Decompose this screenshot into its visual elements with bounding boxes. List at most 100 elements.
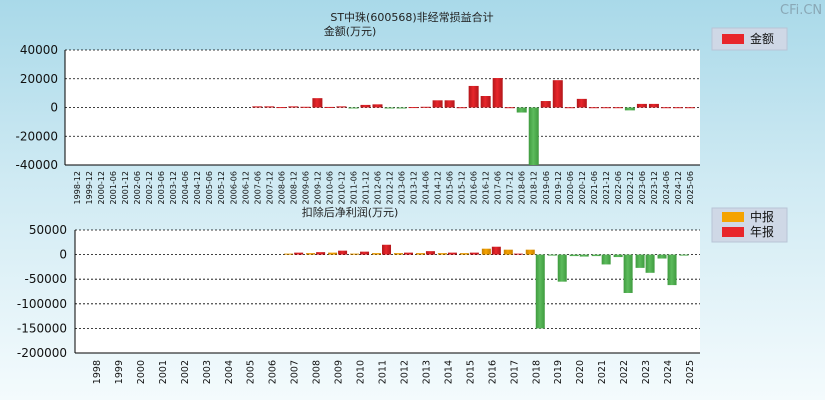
chart1-bar <box>444 100 455 108</box>
chart2-xtick-label: 2010 <box>356 360 367 384</box>
chart2-bar-interim <box>569 254 579 257</box>
chart1-bar <box>324 106 335 108</box>
chart1-bar <box>396 107 407 109</box>
chart1-bar <box>552 80 563 108</box>
chart2-bar-interim <box>306 253 316 255</box>
chart1-ytick-label: 0 <box>50 101 58 115</box>
chart1-xtick-label: 2006-06 <box>229 171 238 204</box>
chart2-bar-interim <box>503 249 513 255</box>
chart2-xtick-label: 2017 <box>509 360 520 384</box>
chart1-bar <box>672 107 683 109</box>
chart2-bar-annual <box>447 252 457 255</box>
chart1-xtick-label: 2008-12 <box>289 171 298 204</box>
chart2-bar-annual <box>535 254 545 329</box>
chart2-bar-annual <box>316 252 326 255</box>
chart2-legend-swatch-annual <box>722 227 744 237</box>
chart2-xtick-label: 2011 <box>378 360 389 384</box>
chart1-xtick-label: 2009-06 <box>301 171 310 204</box>
chart2-bar-annual <box>557 254 567 282</box>
chart2-bar-interim <box>657 254 667 259</box>
chart1-xtick-label: 2021-06 <box>590 171 599 204</box>
watermark: CFi.CN <box>780 3 822 18</box>
chart1-xtick-label: 2016-06 <box>470 171 479 204</box>
chart2-bar-interim <box>635 254 645 268</box>
chart1-bar <box>504 107 515 109</box>
chart2-legend-label-interim: 中报 <box>750 209 774 224</box>
chart2-bar-interim <box>415 253 425 255</box>
chart2-ytick-label: 50000 <box>29 223 67 237</box>
chart1-xtick-label: 2011-06 <box>349 171 358 204</box>
chart1-xtick-label: 2018-12 <box>530 171 539 204</box>
chart2-xtick-label: 2023 <box>641 360 652 384</box>
chart1-xtick-label: 2005-06 <box>205 171 214 204</box>
chart1-ytick-label: 20000 <box>20 72 58 86</box>
chart1-xtick-label: 2022-12 <box>626 171 635 204</box>
chart1-ylabel: 金额(万元) <box>324 24 377 38</box>
chart1-bar <box>420 106 431 108</box>
chart1-bar <box>432 100 443 108</box>
chart1-ytick-label: 40000 <box>20 43 58 57</box>
chart1-xtick-label: 2013-06 <box>398 171 407 204</box>
chart2-bar-interim <box>613 254 623 258</box>
chart2-bar-interim <box>437 253 447 255</box>
chart2-xtick-label: 2008 <box>312 360 323 384</box>
chart1-bar <box>480 96 491 108</box>
chart2-bar-annual <box>623 254 633 293</box>
chart1-bar <box>360 104 371 108</box>
chart1-xtick-label: 2015-06 <box>446 171 455 204</box>
chart1-bar <box>660 107 671 109</box>
chart2-xtick-label: 2000 <box>136 360 147 384</box>
chart1-bar <box>492 78 503 108</box>
chart1-xtick-label: 2013-12 <box>410 171 419 204</box>
chart1-xtick-label: 2017-12 <box>506 171 515 204</box>
chart2-xtick-label: 2006 <box>268 360 279 384</box>
chart1-xtick-label: 2024-06 <box>662 171 671 204</box>
chart1-xtick-label: 2012-06 <box>373 171 382 204</box>
chart1-bar <box>636 103 647 108</box>
chart2-ytick-label: -150000 <box>17 321 67 335</box>
chart2-bar-annual <box>403 252 413 255</box>
chart1-bar <box>312 98 323 108</box>
chart1-bar <box>612 107 623 109</box>
chart1-xtick-label: 1998-12 <box>73 171 82 204</box>
chart1-xtick-label: 2018-06 <box>518 171 527 204</box>
chart1-xtick-label: 2021-12 <box>602 171 611 204</box>
chart2-bar-annual <box>579 254 589 257</box>
chart1-bar <box>384 107 395 109</box>
chart1-xtick-label: 2007-06 <box>253 171 262 204</box>
chart1-xtick-label: 2019-06 <box>542 171 551 204</box>
chart2-bar-annual <box>601 254 611 265</box>
chart1-bar <box>408 107 419 109</box>
chart2-xtick-label: 2004 <box>224 360 235 384</box>
chart1-xtick-label: 2022-06 <box>614 171 623 204</box>
chart2-bar-annual <box>382 244 392 255</box>
chart1-bar <box>468 85 479 108</box>
chart2-xtick-label: 2020 <box>575 360 586 384</box>
chart1-bar <box>252 106 263 108</box>
chart2-xtick-label: 2003 <box>202 360 213 384</box>
chart1-bar <box>516 107 527 113</box>
chart1-xtick-label: 2011-12 <box>361 171 370 204</box>
chart1-xtick-label: 2019-12 <box>554 171 563 204</box>
chart1-xtick-label: 2007-12 <box>265 171 274 204</box>
chart2-xtick-label: 1998 <box>92 360 103 384</box>
chart2-bar-annual <box>645 254 655 273</box>
chart1-xtick-label: 2003-12 <box>169 171 178 204</box>
chart2-bar-annual <box>294 252 304 255</box>
chart1-xtick-label: 2002-12 <box>145 171 154 204</box>
chart2-xtick-label: 2018 <box>531 360 542 384</box>
chart1-ytick-label: -20000 <box>15 129 58 143</box>
chart2-bar-interim <box>481 248 491 255</box>
chart2-bar-annual <box>425 251 435 255</box>
chart1-bar <box>456 107 467 109</box>
chart1-bar <box>624 107 635 111</box>
chart1-xtick-label: 2000-12 <box>97 171 106 204</box>
chart1-xtick-label: 2023-12 <box>650 171 659 204</box>
chart1-legend-box <box>711 27 788 51</box>
chart2-legend-swatch-interim <box>722 212 744 222</box>
chart2-bar-interim <box>547 254 557 256</box>
chart1-xtick-label: 2009-12 <box>313 171 322 204</box>
chart1-bar <box>276 107 287 109</box>
chart1-xtick-label: 2004-06 <box>181 171 190 204</box>
chart1-xtick-label: 2014-12 <box>434 171 443 204</box>
